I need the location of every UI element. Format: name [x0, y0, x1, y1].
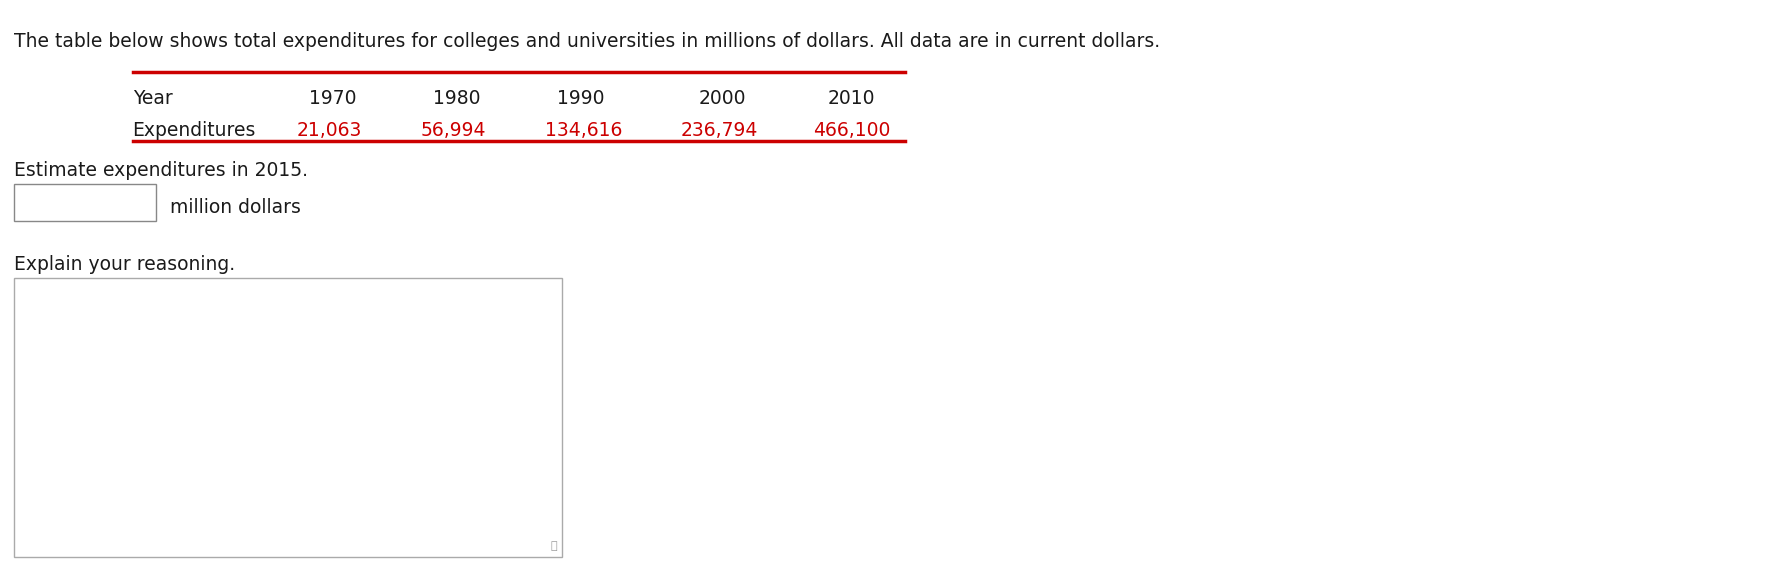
Text: 1990: 1990 — [557, 89, 605, 108]
Text: million dollars: million dollars — [170, 198, 301, 217]
Text: Estimate expenditures in 2015.: Estimate expenditures in 2015. — [14, 161, 308, 180]
Text: 1970: 1970 — [309, 89, 357, 108]
Bar — [14, 278, 562, 557]
Text: 134,616: 134,616 — [545, 121, 622, 139]
Bar — [14, 184, 156, 221]
Text: Year: Year — [133, 89, 171, 108]
Text: 2000: 2000 — [698, 89, 746, 108]
Text: Explain your reasoning.: Explain your reasoning. — [14, 255, 235, 274]
Text: The table below shows total expenditures for colleges and universities in millio: The table below shows total expenditures… — [14, 32, 1160, 51]
Text: Expenditures: Expenditures — [133, 121, 256, 139]
Text: 466,100: 466,100 — [813, 121, 891, 139]
Text: 236,794: 236,794 — [681, 121, 758, 139]
Text: 21,063: 21,063 — [297, 121, 362, 139]
Text: 1980: 1980 — [433, 89, 481, 108]
Text: 2010: 2010 — [827, 89, 875, 108]
Text: 56,994: 56,994 — [421, 121, 486, 139]
Text: ⤡: ⤡ — [550, 541, 557, 551]
